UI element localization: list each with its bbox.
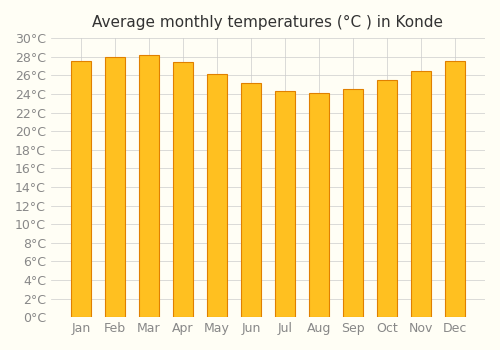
Bar: [445, 61, 466, 317]
Bar: [70, 61, 91, 317]
Bar: [377, 80, 397, 317]
Bar: [172, 62, 193, 317]
Bar: [138, 55, 159, 317]
Bar: [309, 93, 329, 317]
Title: Average monthly temperatures (°C ) in Konde: Average monthly temperatures (°C ) in Ko…: [92, 15, 444, 30]
Bar: [104, 57, 125, 317]
Bar: [240, 83, 261, 317]
Bar: [274, 91, 295, 317]
Bar: [411, 71, 431, 317]
Bar: [343, 89, 363, 317]
Bar: [206, 75, 227, 317]
